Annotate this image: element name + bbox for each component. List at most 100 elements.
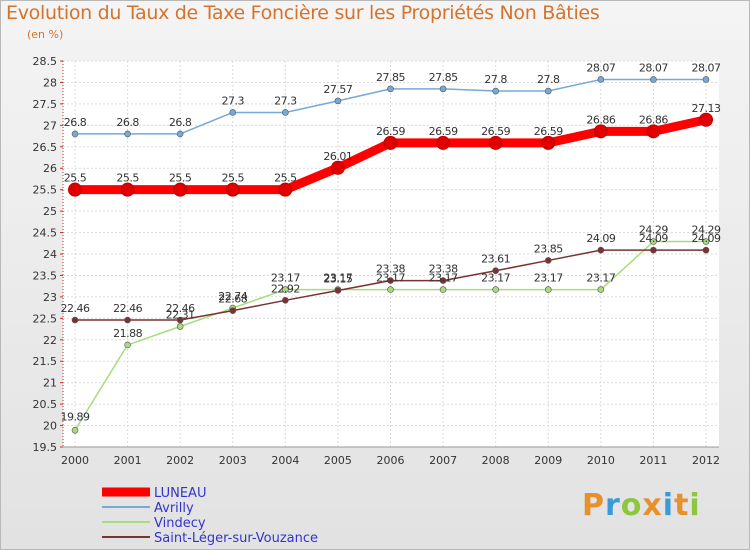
data-label: 25.5 [64, 172, 87, 185]
data-label: 25.5 [116, 172, 139, 185]
data-label: 24.29 [692, 224, 721, 237]
data-point [436, 135, 451, 150]
data-label: 22.68 [218, 293, 247, 306]
data-point [124, 316, 131, 324]
data-point [492, 286, 499, 293]
data-label: 22.46 [61, 302, 90, 315]
data-point [330, 160, 345, 175]
data-point [176, 323, 184, 330]
data-label: 23.17 [481, 272, 510, 285]
data-label: 28.07 [639, 61, 668, 74]
legend-label: LUNEAU [154, 486, 206, 501]
x-tick-label: 2008 [482, 454, 510, 467]
data-label: 23.15 [323, 272, 352, 285]
y-tick-label: 24.5 [33, 227, 58, 240]
data-label: 25.5 [169, 172, 192, 185]
data-point [124, 341, 131, 349]
data-label: 27.8 [537, 73, 560, 86]
data-point [597, 246, 605, 254]
data-label: 22.92 [271, 282, 300, 295]
logo-letter: x [642, 488, 663, 523]
data-label: 26.59 [481, 125, 510, 138]
data-label: 21.88 [113, 327, 142, 340]
legend-label: Saint-Léger-sur-Vouzance [154, 531, 318, 546]
x-tick-label: 2001 [114, 454, 142, 467]
y-tick-label: 21 [43, 377, 57, 390]
y-tick-label: 24 [43, 248, 57, 261]
data-point [597, 76, 605, 83]
data-point [699, 112, 713, 127]
data-point [650, 246, 657, 254]
data-point [387, 277, 394, 284]
x-tick-label: 2010 [587, 454, 615, 467]
data-label: 22.46 [113, 302, 142, 315]
data-point [702, 238, 710, 245]
y-tick-label: 19.5 [33, 441, 58, 454]
data-point [646, 124, 661, 139]
x-tick-label: 2003 [219, 454, 247, 467]
data-label: 23.17 [429, 272, 458, 285]
x-tick-label: 2012 [692, 454, 720, 467]
data-label: 23.17 [586, 272, 615, 285]
data-label: 22.31 [166, 308, 195, 321]
data-label: 27.57 [323, 83, 352, 96]
y-tick-label: 22 [43, 334, 57, 347]
data-label: 27.85 [429, 71, 458, 84]
y-tick-label: 27.5 [33, 98, 58, 111]
unit-label: (en %) [27, 28, 64, 41]
data-label: 25.5 [222, 172, 245, 185]
logo-letter: r [605, 488, 621, 523]
data-label: 23.61 [481, 253, 510, 266]
data-point [176, 130, 184, 138]
data-label: 23.17 [376, 272, 405, 285]
x-tick-label: 2007 [429, 454, 457, 467]
y-tick-label: 25 [43, 205, 57, 218]
y-tick-label: 26.5 [33, 141, 58, 154]
data-label: 27.3 [222, 94, 245, 107]
legend-label: Avrilly [154, 501, 194, 516]
data-point [282, 297, 289, 304]
data-point [282, 286, 289, 293]
x-tick-label: 2011 [639, 454, 667, 467]
data-point [334, 287, 342, 294]
x-tick-label: 2004 [271, 454, 299, 467]
proxiti-logo: Proxiti [582, 488, 701, 523]
data-label: 24.09 [586, 232, 615, 245]
data-point [278, 182, 293, 197]
data-label: 26.59 [376, 125, 405, 138]
data-label: 23.17 [534, 272, 563, 285]
data-point [544, 257, 552, 264]
data-point [383, 135, 398, 150]
y-tick-label: 23.5 [33, 269, 58, 282]
data-point [120, 182, 135, 197]
data-label: 22.46 [166, 302, 195, 315]
data-point [439, 277, 447, 284]
data-point [68, 182, 82, 197]
x-tick-label: 2000 [61, 454, 89, 467]
data-label: 27.85 [376, 71, 405, 84]
data-point [702, 76, 710, 83]
data-label: 23.17 [323, 272, 352, 285]
data-point [492, 87, 499, 95]
data-point [650, 76, 657, 83]
data-point [544, 87, 552, 95]
data-label: 28.07 [586, 61, 615, 74]
data-label: 22.74 [218, 290, 247, 303]
data-label: 26.59 [429, 125, 458, 138]
logo-letter: P [582, 488, 605, 523]
data-label: 26.59 [534, 125, 563, 138]
data-point [387, 286, 394, 293]
data-label: 28.07 [692, 61, 721, 74]
data-point [176, 316, 184, 324]
data-label: 26.01 [323, 150, 352, 163]
data-label: 26.8 [169, 116, 192, 129]
legend-label: Vindecy [154, 516, 206, 531]
logo-letter: t [674, 488, 690, 523]
data-point [593, 124, 608, 139]
y-tick-label: 28.5 [33, 55, 58, 68]
data-label: 26.86 [639, 113, 668, 126]
x-tick-label: 2009 [534, 454, 562, 467]
x-tick-label: 2005 [324, 454, 352, 467]
data-point [541, 135, 556, 150]
